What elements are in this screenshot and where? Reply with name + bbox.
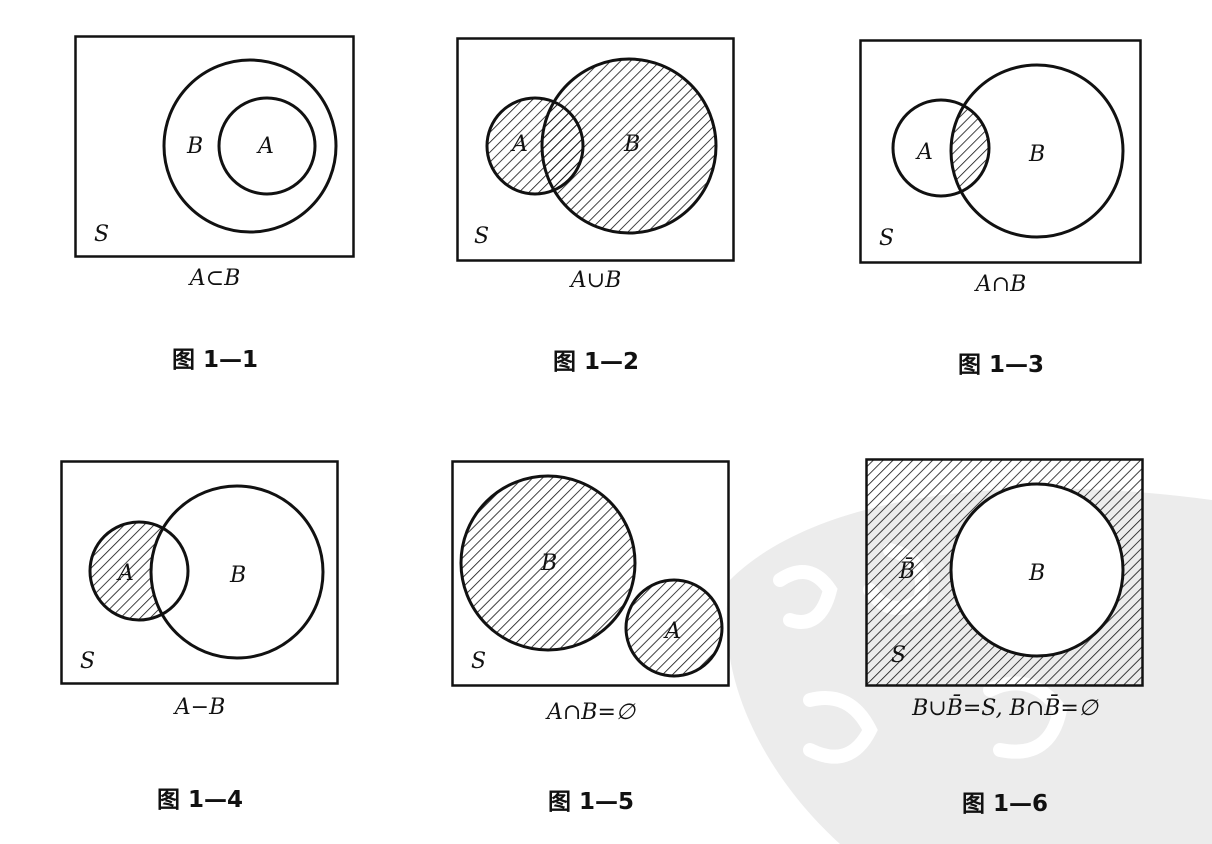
label-s: S xyxy=(474,224,489,249)
label-b: B xyxy=(186,134,203,159)
figure-1-5: B A S xyxy=(451,460,731,688)
label-b: B xyxy=(623,132,640,157)
label-s: S xyxy=(879,226,894,251)
caption-1-2: A∪B xyxy=(570,268,622,293)
set-b-circle xyxy=(162,58,338,234)
universe-rect xyxy=(859,39,1142,264)
set-a-circle xyxy=(217,96,317,196)
label-a: A xyxy=(256,134,274,159)
label-b: B xyxy=(540,551,557,576)
caption-1-3: A∩B xyxy=(975,272,1027,297)
figure-1-4: A B S xyxy=(60,460,340,686)
figure-number-1-1: 图 1—1 xyxy=(171,347,258,373)
label-a: A xyxy=(510,132,528,157)
label-b-complement: B̄ xyxy=(898,557,915,584)
set-b-circle xyxy=(459,474,637,652)
caption-1-6: B∪B̄=S, B∩B̄=∅ xyxy=(912,696,1098,721)
universe-rect xyxy=(60,460,339,685)
label-s: S xyxy=(94,222,109,247)
set-b-circle xyxy=(949,63,1125,239)
set-a-circle xyxy=(485,96,585,196)
caption-1-1: A⊂B xyxy=(189,266,241,291)
set-a-circle xyxy=(891,98,991,198)
set-b-circle xyxy=(949,482,1125,658)
set-a-circle xyxy=(88,520,190,622)
label-s: S xyxy=(891,643,906,668)
figure-number-1-2: 图 1—2 xyxy=(552,349,639,375)
label-s: S xyxy=(471,649,486,674)
label-b: B xyxy=(1028,142,1045,167)
figure-1-6: B̄ B S xyxy=(865,458,1145,688)
figure-number-1-5: 图 1—5 xyxy=(547,789,634,815)
label-b: B xyxy=(229,563,246,588)
universe-rect xyxy=(451,460,730,687)
figure-1-3: A B S xyxy=(859,39,1143,265)
label-a: A xyxy=(915,140,933,165)
label-a: A xyxy=(663,619,681,644)
figure-number-1-3: 图 1—3 xyxy=(957,352,1044,378)
set-b-circle xyxy=(540,57,718,235)
set-b-fill xyxy=(542,59,716,233)
label-s: S xyxy=(80,649,95,674)
label-a: A xyxy=(116,561,134,586)
universe-rect xyxy=(74,35,355,258)
figure-number-1-6: 图 1—6 xyxy=(961,791,1048,817)
figure-number-1-4: 图 1—4 xyxy=(156,787,243,813)
set-a-circle xyxy=(624,578,724,678)
difference-fill xyxy=(90,522,188,620)
caption-1-5: A∩B=∅ xyxy=(546,700,636,725)
figure-1-2: A B S xyxy=(456,37,736,263)
set-b-circle xyxy=(149,484,325,660)
universe-rect xyxy=(456,37,735,262)
caption-1-4: A−B xyxy=(174,695,226,720)
figure-1-1: B A S xyxy=(74,35,356,260)
label-b: B xyxy=(1028,561,1045,586)
